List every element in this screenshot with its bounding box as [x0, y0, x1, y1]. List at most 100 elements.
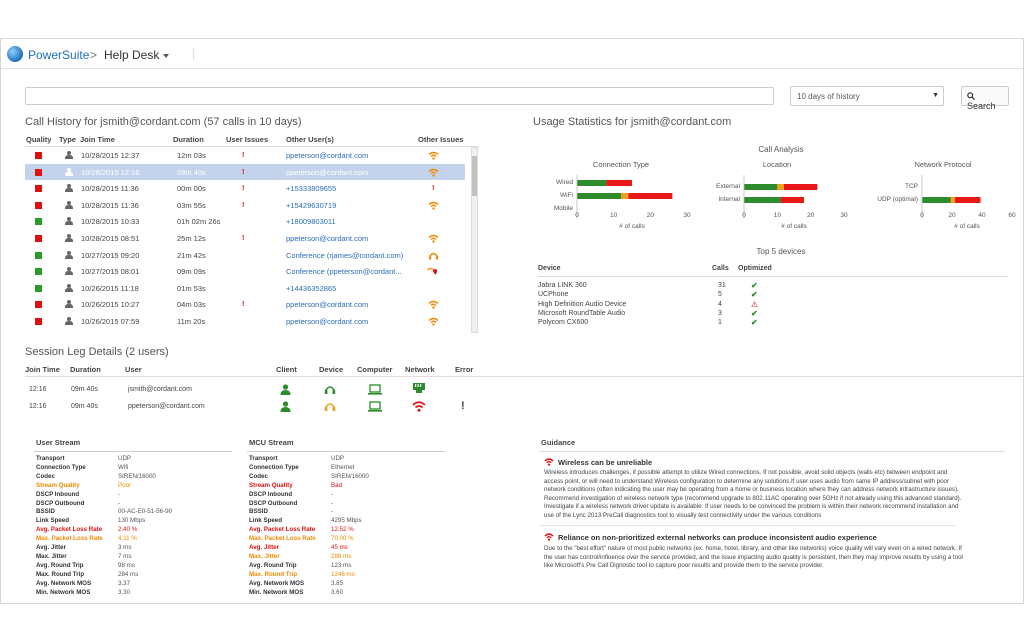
- history-range-value: 10 days of history: [797, 92, 860, 101]
- bar-segment: [955, 197, 981, 203]
- column-header[interactable]: Device: [319, 365, 344, 374]
- stream-metric-label: Max. Round Trip: [36, 570, 85, 578]
- stream-metric-value: 3 ms: [118, 544, 132, 551]
- column-header[interactable]: Client: [276, 365, 297, 374]
- table-row[interactable]: 10/27/2015 08:01 09m 09s Conference (ppete…: [25, 263, 465, 279]
- bar-segment: [922, 197, 951, 203]
- chart-title: Location: [763, 160, 791, 169]
- table-row[interactable]: 10/28/2015 12:37 12m 03s! ppeterson@cordan…: [25, 147, 465, 163]
- other-user-link[interactable]: +14436352865: [286, 283, 337, 293]
- other-user-link[interactable]: +18009803011: [286, 217, 336, 227]
- column-header[interactable]: Other Issues: [418, 135, 464, 144]
- check-icon: ✔: [751, 318, 758, 328]
- table-row[interactable]: 10/28/2015 12:16 09m 40s! ppeterson@cordan…: [25, 163, 465, 180]
- column-header[interactable]: Error: [455, 365, 474, 374]
- user-type-icon: [65, 200, 73, 209]
- stream-metric-label: Avg. Round Trip: [249, 561, 297, 569]
- other-user-link[interactable]: Conference (ppeterson@cordant...: [286, 267, 402, 277]
- stream-metric-label: Stream Quality: [36, 481, 80, 489]
- user-issue-icon: !: [242, 183, 245, 193]
- bar-label: Wired: [556, 179, 573, 186]
- bar-label: Internal: [718, 196, 740, 203]
- other-user-link[interactable]: ppeterson@cordant.com: [286, 317, 369, 326]
- column-header[interactable]: Join Time: [25, 365, 60, 374]
- other-user-link[interactable]: ppeterson@cordant.com: [286, 151, 369, 160]
- quality-indicator: [35, 201, 42, 209]
- wifi-heart-icon: [427, 268, 437, 276]
- helpdesk-label: Help Desk: [104, 48, 160, 62]
- user-issue-icon: !: [242, 233, 245, 242]
- column-header[interactable]: Duration: [173, 135, 204, 144]
- stream-metric-value: 3.37: [118, 579, 131, 587]
- column-header[interactable]: Computer: [357, 365, 393, 374]
- table-row[interactable]: 10/28/2015 11:36 03m 55s! +15429630719: [25, 197, 465, 213]
- bar-segment: [628, 193, 673, 199]
- stream-metric-value: Poor: [118, 481, 132, 489]
- divider: [25, 376, 1023, 377]
- duration: 04m 03s: [177, 300, 206, 310]
- other-user-link[interactable]: +15333809655: [286, 184, 337, 194]
- table-row[interactable]: 10/27/2015 09:20 21m 42s Conference (rjame…: [25, 247, 465, 263]
- table-row[interactable]: 10/28/2015 08:51 25m 12s! ppeterson@cordan…: [25, 230, 465, 246]
- brand-link[interactable]: PowerSuite: [28, 48, 90, 62]
- column-header[interactable]: Type: [59, 135, 76, 144]
- stream-metric-value: 284 ms: [118, 570, 139, 578]
- stream-metric-label: Max. Jitter: [249, 552, 280, 560]
- quality-indicator: [35, 152, 42, 159]
- helpdesk-menu[interactable]: Help Desk: [104, 48, 170, 62]
- table-row[interactable]: 10/26/2015 11:18 01m 53s +14436352865: [25, 280, 465, 296]
- duration: 09m 40s: [71, 403, 98, 410]
- other-user-link[interactable]: ppeterson@cordant.com: [286, 234, 369, 243]
- join-time: 10/26/2015 07:59: [81, 317, 140, 326]
- stream-metric-label: Max. Jitter: [36, 552, 67, 560]
- other-user-link[interactable]: +15429630719: [286, 200, 337, 210]
- other-user-link[interactable]: Conference (rjames@cordant.com): [286, 250, 404, 260]
- powersuite-logo-icon[interactable]: [7, 46, 23, 62]
- column-header[interactable]: Duration: [70, 365, 101, 374]
- column-header[interactable]: Join Time: [80, 135, 115, 144]
- guidance-heading: Reliance on non-prioritized external net…: [558, 533, 877, 542]
- headset-icon: [324, 386, 336, 394]
- other-user-link[interactable]: ppeterson@cordant.com: [286, 300, 369, 310]
- wifi-icon: [428, 151, 439, 160]
- stream-metric-value: Bad: [331, 481, 343, 489]
- bar-segment: [577, 193, 621, 199]
- history-range-select[interactable]: 10 days of history ▼: [790, 86, 944, 106]
- stream-metric-label: Connection Type: [249, 463, 299, 471]
- column-header[interactable]: Other User(s): [286, 135, 334, 144]
- stream-metric-value: 4.11 %: [118, 535, 137, 543]
- user-search-input[interactable]: [25, 87, 774, 105]
- wifi-warning-icon: [544, 533, 554, 541]
- wifi-icon: [412, 401, 426, 412]
- device-calls: 5: [718, 291, 722, 299]
- stream-metric-value: -: [331, 508, 334, 516]
- wifi-icon: [428, 317, 439, 326]
- call-history-scrollbar[interactable]: [471, 147, 478, 333]
- column-header[interactable]: User Issues: [226, 135, 269, 144]
- stream-metric-label: Avg. Network MOS: [36, 579, 92, 587]
- bar-segment: [777, 184, 784, 190]
- warning-icon: ⚠: [751, 299, 759, 309]
- column-header[interactable]: User: [125, 365, 142, 374]
- user-type-icon: [65, 167, 73, 176]
- column-header[interactable]: Network: [405, 365, 435, 374]
- table-row[interactable]: 10/28/2015 11:36 00m 00s! +15333809655!: [25, 180, 465, 196]
- bar-segment: [950, 197, 955, 203]
- tick-label: 30: [683, 212, 691, 219]
- duration: 09m 40s: [71, 386, 98, 393]
- stream-metric-label: Transport: [36, 455, 65, 462]
- tick-label: 20: [647, 212, 655, 219]
- column-header[interactable]: Quality: [26, 135, 52, 144]
- table-row[interactable]: 10/26/2015 07:59 11m 20s ppeterson@cordant…: [25, 313, 465, 329]
- search-button[interactable]: Search: [961, 86, 1009, 111]
- app-window: PowerSuite > Help Desk 10 days of histor…: [0, 38, 1024, 604]
- table-row[interactable]: 10/26/2015 10:27 04m 03s! ppeterson@cordan…: [25, 296, 465, 312]
- join-time: 10/26/2015 11:18: [81, 283, 139, 293]
- other-user-link[interactable]: ppeterson@cordant.com: [286, 167, 369, 177]
- scrollbar-thumb[interactable]: [472, 156, 477, 196]
- guidance-heading: Wireless can be unreliable: [558, 458, 653, 467]
- table-row[interactable]: 10/28/2015 10:33 01h 02m 26s +18009803011: [25, 213, 465, 229]
- guidance-title: Guidance: [541, 438, 576, 447]
- stream-metric-value: Wifi: [118, 463, 129, 471]
